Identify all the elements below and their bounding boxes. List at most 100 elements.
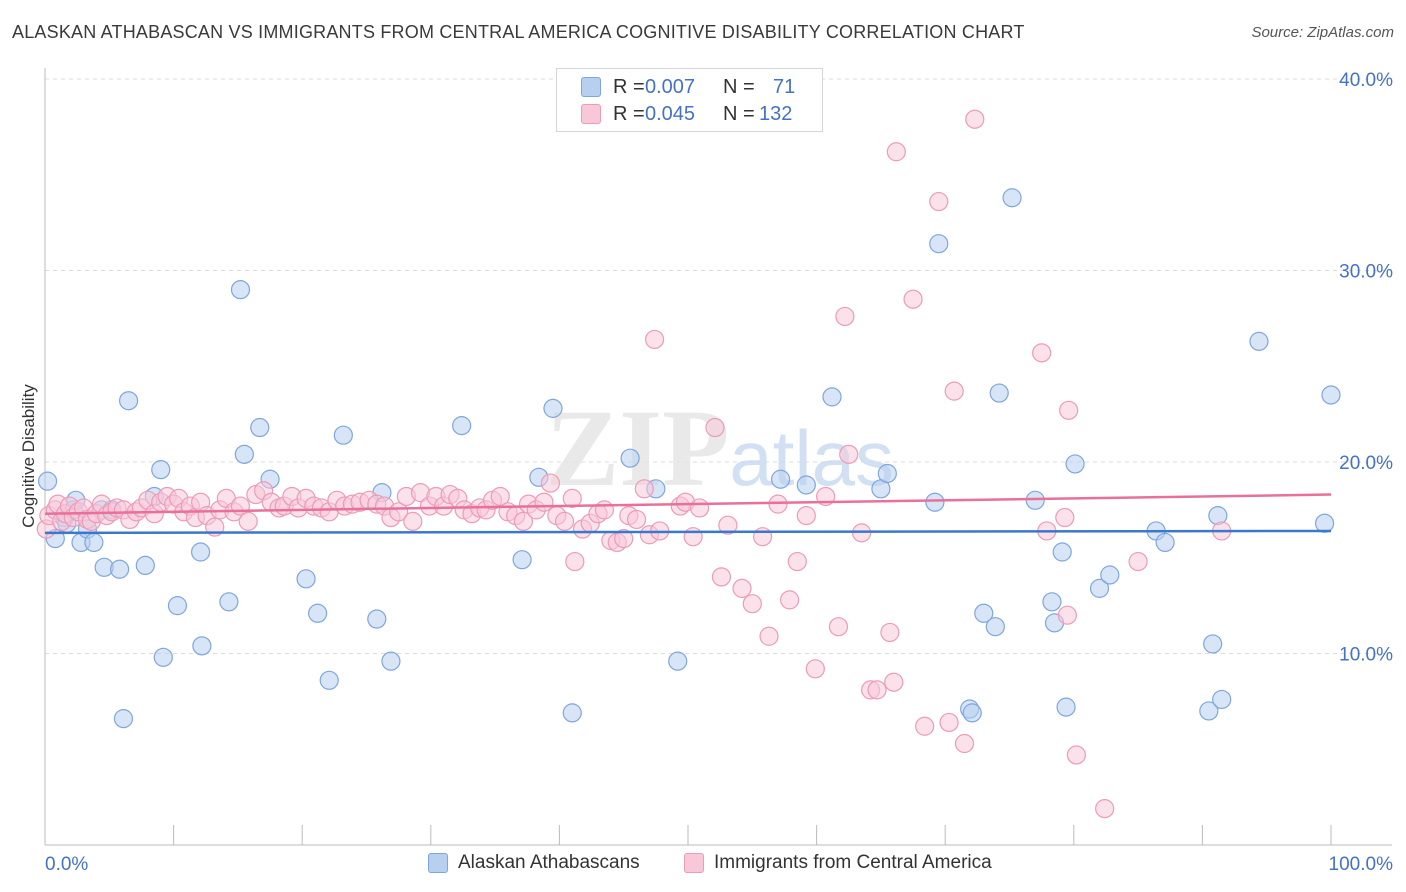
legend-label: Alaskan Athabascans: [458, 852, 640, 873]
source-label: Source: ZipAtlas.com: [1251, 24, 1394, 41]
data-point: [752, 527, 773, 547]
data-point: [867, 680, 887, 700]
data-point: [796, 506, 816, 526]
r-value: 0.007: [645, 75, 696, 98]
data-point: [403, 511, 423, 531]
data-point: [534, 492, 554, 512]
r-label: R =: [613, 102, 645, 125]
data-point: [1199, 701, 1219, 721]
tick-labels: 10.0% 20.0% 30.0% 40.0% 0.0% 100.0%: [45, 70, 1393, 875]
data-point: [732, 578, 752, 598]
data-point: [796, 475, 816, 495]
data-point: [367, 609, 387, 629]
data-point: [230, 280, 251, 300]
data-point: [668, 651, 688, 671]
data-point: [620, 448, 640, 468]
data-point: [779, 590, 800, 610]
legend-swatch-blue: [581, 77, 601, 97]
data-point: [886, 142, 906, 162]
data-point: [219, 592, 239, 612]
data-point: [594, 500, 615, 520]
data-point: [1100, 565, 1120, 585]
y-tick-label: 40.0%: [1339, 70, 1393, 91]
data-point: [192, 636, 212, 656]
data-point: [705, 417, 725, 438]
data-point: [1042, 592, 1062, 612]
data-point: [113, 709, 134, 729]
data-point: [1089, 578, 1110, 598]
r-label: R =: [613, 75, 645, 98]
data-point: [742, 594, 762, 614]
data-point: [513, 511, 533, 531]
data-point: [770, 469, 791, 489]
data-point: [1212, 689, 1232, 710]
data-point: [944, 381, 964, 401]
data-point: [1128, 551, 1148, 572]
legend-swatch-blue: [428, 853, 448, 873]
data-point: [759, 626, 779, 646]
n-value: 71: [773, 75, 796, 98]
data-point: [1314, 513, 1335, 533]
data-point: [626, 509, 647, 530]
data-point: [1065, 454, 1085, 474]
data-point: [234, 444, 254, 464]
data-point: [689, 498, 710, 518]
data-point: [562, 488, 582, 508]
data-point: [135, 555, 155, 576]
legend-swatch-pink: [684, 853, 704, 873]
data-point: [929, 191, 949, 212]
data-point: [1066, 745, 1086, 765]
x-tick-label: 100.0%: [1329, 854, 1394, 875]
data-point: [296, 569, 316, 589]
data-point: [250, 417, 270, 438]
data-point: [1002, 188, 1022, 208]
data-point: [683, 527, 703, 547]
data-point: [614, 528, 634, 549]
n-label: N =: [723, 75, 755, 98]
data-point: [939, 712, 959, 733]
data-point: [565, 551, 585, 572]
data-point: [452, 416, 472, 436]
legend-label: Immigrants from Central America: [714, 852, 992, 873]
y-tick-label: 10.0%: [1339, 645, 1393, 666]
data-point: [718, 515, 738, 535]
data-point: [954, 733, 975, 754]
data-point: [835, 306, 855, 327]
data-point: [151, 460, 171, 480]
data-point: [965, 109, 985, 129]
n-value: 132: [759, 102, 793, 125]
y-tick-label: 20.0%: [1339, 453, 1393, 474]
data-point: [787, 551, 807, 572]
data-point: [1059, 400, 1079, 420]
data-point: [1321, 385, 1341, 405]
legend-swatch-pink: [581, 104, 601, 124]
data-point: [84, 532, 104, 553]
data-point: [925, 492, 945, 512]
data-point: [153, 647, 173, 667]
data-point: [1249, 331, 1269, 351]
data-point: [1203, 634, 1223, 654]
data-point: [1052, 542, 1072, 562]
watermark: ZIPatlas: [546, 387, 894, 509]
data-point: [974, 603, 994, 623]
y-tick-label: 30.0%: [1339, 262, 1393, 283]
legend-item-alaskan-athabascans: Alaskan Athabascans: [428, 852, 640, 874]
data-point: [1032, 343, 1052, 363]
data-point: [333, 425, 353, 445]
data-point: [884, 672, 904, 692]
data-point: [512, 550, 532, 570]
data-point: [562, 703, 582, 723]
data-point: [839, 444, 859, 464]
data-point: [381, 651, 401, 671]
r-value: 0.045: [645, 102, 696, 125]
n-label: N =: [723, 102, 755, 125]
data-point: [929, 234, 949, 254]
data-point: [109, 559, 130, 579]
data-point: [191, 542, 211, 562]
data-point: [1057, 605, 1077, 625]
data-point: [319, 670, 339, 690]
trend-line-pink: [44, 493, 1332, 515]
series-legend: Alaskan Athabascans Immigrants from Cent…: [0, 852, 1406, 876]
data-point: [711, 567, 732, 587]
